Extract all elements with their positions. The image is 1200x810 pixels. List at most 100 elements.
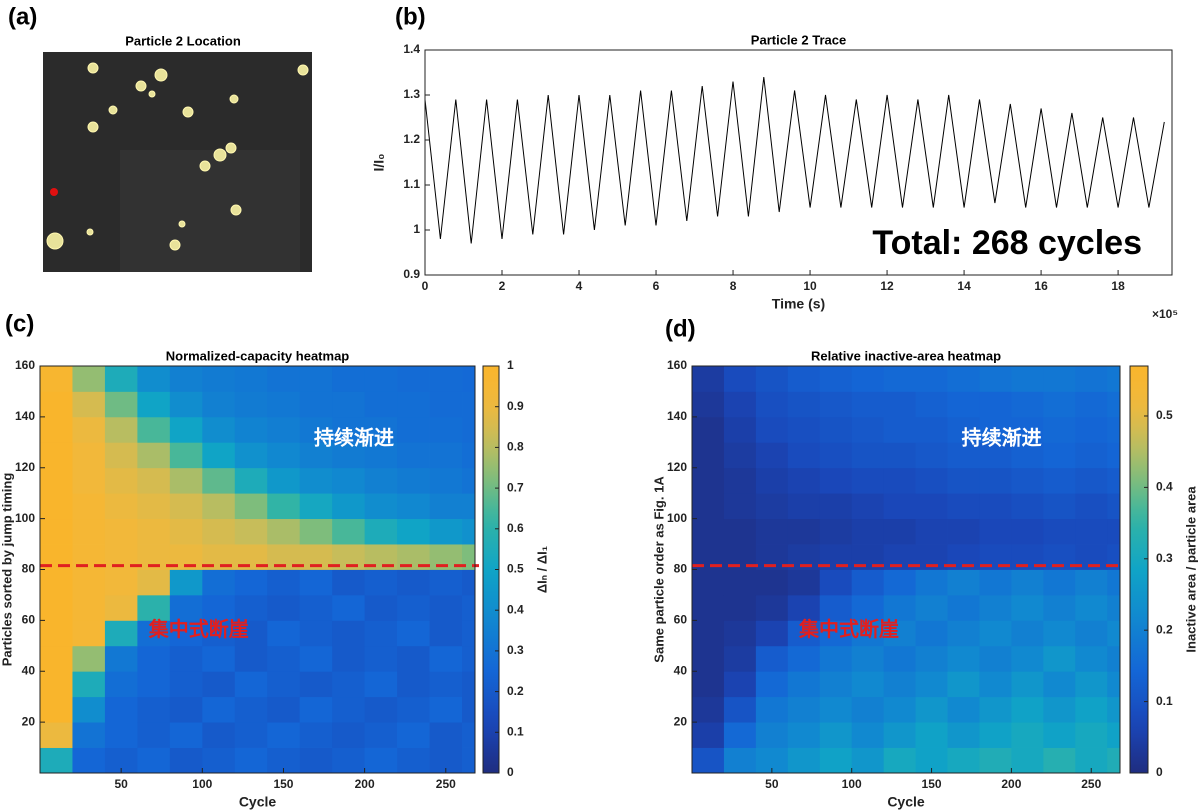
heatmap-cell <box>137 493 171 520</box>
heatmap-cell <box>234 696 268 723</box>
heatmap-cell <box>1011 493 1044 520</box>
chart-title: Particle 2 Trace <box>751 32 846 47</box>
trace-line <box>424 76 1165 244</box>
heatmap-cell <box>851 645 885 672</box>
heatmap-cell <box>1011 391 1044 418</box>
heatmap-cell <box>1011 696 1044 723</box>
heatmap-cell <box>979 366 1012 392</box>
colorbar-tick-label: 0.5 <box>507 562 524 576</box>
y-tick-label: 1.2 <box>403 132 420 146</box>
heatmap-cell <box>72 493 106 520</box>
x-tick-label: 150 <box>922 777 942 791</box>
heatmap-cell <box>72 366 106 392</box>
heatmap-cell <box>1075 416 1108 443</box>
heatmap-cell <box>883 391 916 418</box>
heatmap-cell <box>462 747 476 774</box>
heatmap-cell <box>234 467 268 494</box>
x-tick-label: 100 <box>842 777 862 791</box>
heatmap-cell <box>883 645 916 672</box>
y-tick-label: 80 <box>674 562 688 576</box>
x-tick-label: 200 <box>355 777 375 791</box>
heatmap-cell <box>429 722 463 748</box>
y-tick-label: 20 <box>674 714 688 728</box>
heatmap-cell <box>234 442 268 469</box>
heatmap-cell <box>851 416 885 443</box>
heatmap-cell <box>787 467 821 494</box>
particle <box>297 64 309 76</box>
heatmap-cell <box>462 671 476 698</box>
heatmap-cell <box>851 493 885 520</box>
heatmap-cell <box>915 416 948 443</box>
heatmap-cell <box>104 467 138 494</box>
heatmap-cell <box>137 467 171 494</box>
heatmap-cell <box>947 467 980 494</box>
heatmap-cell <box>883 467 916 494</box>
heatmap-cell <box>202 467 236 494</box>
heatmap-cell <box>755 722 789 748</box>
heatmap-cell <box>364 416 398 443</box>
colorbar-tick-label: 0.8 <box>507 440 524 454</box>
x-tick-label: 6 <box>653 279 660 293</box>
particle <box>46 232 64 250</box>
heatmap-cell <box>1043 747 1076 774</box>
heatmap-cell <box>883 518 916 545</box>
heatmap-cell <box>429 442 463 469</box>
heatmap-cell <box>137 442 171 469</box>
heatmap-cell <box>104 442 138 469</box>
heatmap-cell <box>40 722 73 748</box>
particle <box>230 204 242 216</box>
heatmap-cell <box>723 518 757 545</box>
heatmap-cell <box>915 722 948 748</box>
heatmap-cell <box>72 518 106 545</box>
heatmap-cell <box>72 594 106 621</box>
heatmap-cell <box>397 569 430 596</box>
x-tick-label: 16 <box>1034 279 1048 293</box>
heatmap-cell <box>202 594 236 621</box>
heatmap-cell <box>462 569 476 596</box>
heatmap-cell <box>1107 569 1121 596</box>
heatmap-cell <box>692 416 725 443</box>
heatmap-cell <box>819 620 853 647</box>
heatmap-cell <box>819 391 853 418</box>
heatmap-cell <box>137 416 171 443</box>
particle <box>108 105 118 115</box>
heatmap-cell <box>915 594 948 621</box>
chart-title: Normalized-capacity heatmap <box>166 348 350 363</box>
panel-label: (b) <box>395 3 426 30</box>
heatmap-cell <box>979 416 1012 443</box>
heatmap-cell <box>755 391 789 418</box>
heatmap-cell <box>364 696 398 723</box>
heatmap-cell <box>851 671 885 698</box>
heatmap-cell <box>332 467 366 494</box>
heatmap-cell <box>364 391 398 418</box>
colorbar-tick-label: 0.4 <box>1156 480 1173 494</box>
heatmap-cell <box>723 747 757 774</box>
heatmap-cell <box>40 442 73 469</box>
heatmap-cell <box>169 747 203 774</box>
heatmap-cell <box>429 518 463 545</box>
heatmap-cell <box>202 569 236 596</box>
heatmap-cell <box>397 696 430 723</box>
heatmap-cell <box>1043 620 1076 647</box>
heatmap-cell <box>1011 594 1044 621</box>
x-tick-label: 8 <box>730 279 737 293</box>
heatmap-cell <box>202 442 236 469</box>
heatmap-cell <box>787 391 821 418</box>
heatmap-cell <box>202 416 236 443</box>
y-tick-label: 100 <box>15 511 35 525</box>
heatmap-cell <box>137 620 171 647</box>
heatmap-cell <box>137 645 171 672</box>
heatmap-cell <box>104 671 138 698</box>
heatmap-cell <box>234 594 268 621</box>
heatmap-cell <box>883 416 916 443</box>
heatmap-cell <box>1043 696 1076 723</box>
annotation: 持续渐进 <box>314 426 394 450</box>
heatmap-cell <box>234 416 268 443</box>
heatmap-cell <box>104 518 138 545</box>
particle <box>148 90 156 98</box>
particle <box>169 239 181 251</box>
heatmap-cell <box>915 671 948 698</box>
heatmap-cell <box>819 416 853 443</box>
heatmap-cell <box>851 620 885 647</box>
colorbar-tick-label: 0.5 <box>1156 408 1173 422</box>
